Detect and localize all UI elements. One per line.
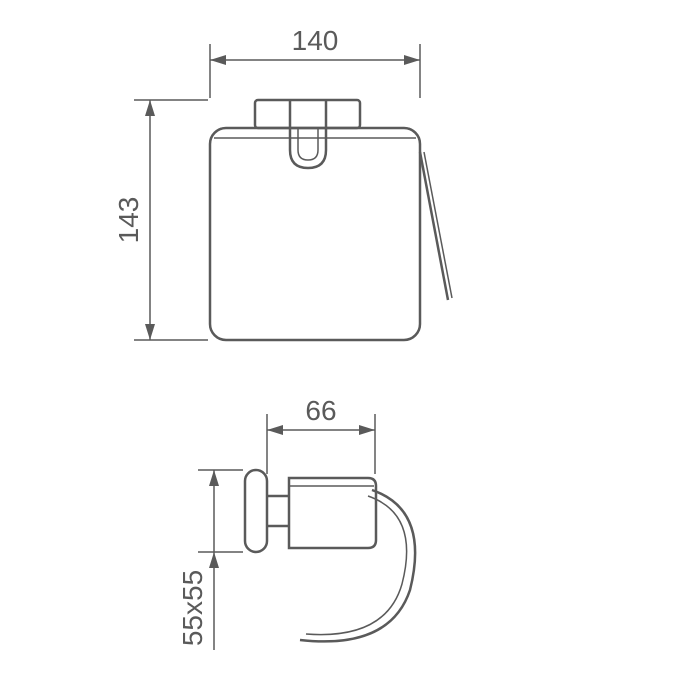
- mount-plate-top: [255, 100, 360, 128]
- dim-depth-label: 66: [305, 395, 336, 426]
- dim-depth-66: 66: [267, 395, 375, 474]
- technical-drawing: 140 143 66: [0, 0, 700, 700]
- arm-right: [420, 152, 452, 300]
- dim-width-140: 140: [210, 25, 420, 98]
- dim-height-label: 143: [113, 197, 144, 244]
- post: [267, 496, 289, 526]
- dim-mount-label: 55x55: [177, 570, 208, 646]
- dim-mount-55x55: 55x55: [177, 470, 243, 650]
- dim-width-label: 140: [292, 25, 339, 56]
- wall-plate: [245, 470, 267, 552]
- body-side: [289, 478, 415, 641]
- dim-height-143: 143: [113, 100, 208, 340]
- main-body-front: [210, 128, 420, 340]
- center-tab: [290, 100, 326, 168]
